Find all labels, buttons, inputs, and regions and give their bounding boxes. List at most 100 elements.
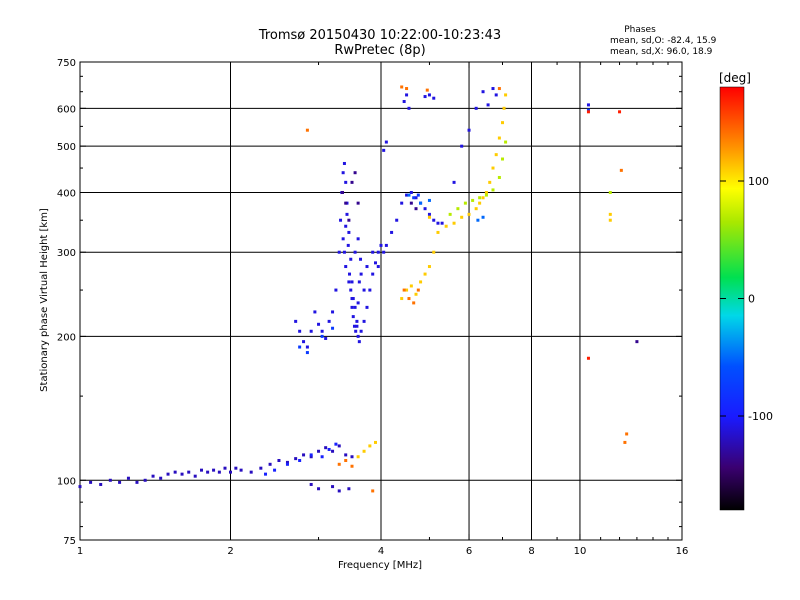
- data-point: [344, 453, 348, 457]
- data-point: [89, 480, 93, 484]
- x-tick-label: 2: [227, 546, 233, 557]
- data-point: [356, 301, 360, 305]
- data-point: [486, 103, 490, 107]
- data-point: [467, 128, 471, 132]
- data-point: [223, 466, 227, 470]
- data-point: [187, 470, 191, 474]
- data-point: [317, 322, 321, 326]
- colorbar-tick-label: 100: [748, 175, 769, 188]
- data-point: [331, 310, 335, 314]
- data-point: [350, 180, 354, 184]
- data-point: [374, 440, 378, 444]
- data-point: [414, 196, 418, 200]
- data-point: [135, 480, 139, 484]
- data-point: [423, 272, 427, 276]
- data-point: [99, 482, 103, 486]
- data-point: [234, 466, 238, 470]
- data-point: [491, 87, 495, 91]
- data-point: [436, 221, 440, 225]
- data-points: [78, 85, 639, 493]
- data-point: [481, 215, 485, 219]
- data-point: [382, 148, 386, 152]
- data-point: [412, 301, 416, 305]
- data-point: [320, 329, 324, 333]
- colorbar-label: [deg]: [719, 71, 751, 85]
- data-point: [416, 288, 420, 292]
- data-point: [374, 261, 378, 265]
- data-point: [273, 468, 277, 472]
- data-point: [436, 230, 440, 234]
- data-point: [309, 455, 313, 459]
- data-point: [239, 468, 243, 472]
- data-point: [382, 250, 386, 254]
- data-point: [355, 319, 359, 323]
- data-point: [331, 326, 335, 330]
- data-point: [331, 485, 335, 489]
- data-point: [305, 128, 309, 132]
- data-point: [497, 175, 501, 179]
- data-point: [268, 462, 272, 466]
- data-point: [159, 476, 163, 480]
- data-point: [618, 110, 622, 114]
- data-point: [460, 215, 464, 219]
- data-point: [78, 485, 82, 489]
- data-point: [350, 297, 354, 301]
- data-point: [423, 207, 427, 211]
- data-point: [407, 297, 411, 301]
- data-point: [341, 171, 345, 175]
- data-point: [357, 340, 361, 344]
- data-point: [376, 265, 380, 269]
- data-point: [337, 444, 341, 448]
- data-point: [350, 280, 354, 284]
- data-point: [264, 472, 268, 476]
- data-point: [353, 171, 357, 175]
- data-point: [356, 334, 360, 338]
- data-point: [344, 201, 348, 205]
- data-point: [362, 319, 366, 323]
- data-point: [432, 218, 436, 222]
- data-point: [452, 221, 456, 225]
- data-point: [349, 288, 353, 292]
- data-point: [474, 106, 478, 110]
- data-point: [126, 476, 130, 480]
- data-point: [481, 90, 485, 94]
- data-point: [405, 87, 409, 91]
- data-point: [346, 243, 350, 247]
- data-point: [409, 284, 413, 288]
- data-point: [427, 265, 431, 269]
- data-point: [166, 472, 170, 476]
- data-point: [608, 218, 612, 222]
- data-point: [444, 224, 448, 228]
- data-point: [341, 237, 345, 241]
- data-point: [365, 265, 369, 269]
- data-point: [478, 201, 482, 205]
- colorbar-ticks: 100 0 -100: [720, 175, 773, 423]
- data-point: [400, 201, 404, 205]
- data-point: [347, 280, 351, 284]
- data-point: [305, 351, 309, 355]
- data-point: [353, 305, 357, 309]
- y-tick-label: 200: [57, 332, 76, 343]
- data-point: [460, 144, 464, 148]
- x-tick-label: 10: [574, 546, 587, 557]
- data-point: [474, 207, 478, 211]
- data-point: [586, 108, 590, 112]
- data-point: [334, 288, 338, 292]
- data-point: [427, 212, 431, 216]
- data-point: [384, 140, 388, 144]
- data-point: [350, 464, 354, 468]
- data-point: [339, 218, 343, 222]
- data-point: [337, 250, 341, 254]
- data-point: [371, 272, 375, 276]
- data-point: [427, 198, 431, 202]
- x-tick-labels: 1 2 4 6 8 10 16: [77, 546, 689, 557]
- x-tick-label: 4: [378, 546, 384, 557]
- data-point: [390, 230, 394, 234]
- data-point: [497, 136, 501, 140]
- data-point: [108, 478, 112, 482]
- data-point: [379, 243, 383, 247]
- data-point: [409, 201, 413, 205]
- chart-subtitle: RwPretec (8p): [334, 43, 425, 58]
- data-point: [608, 190, 612, 194]
- y-tick-label: 100: [57, 476, 76, 487]
